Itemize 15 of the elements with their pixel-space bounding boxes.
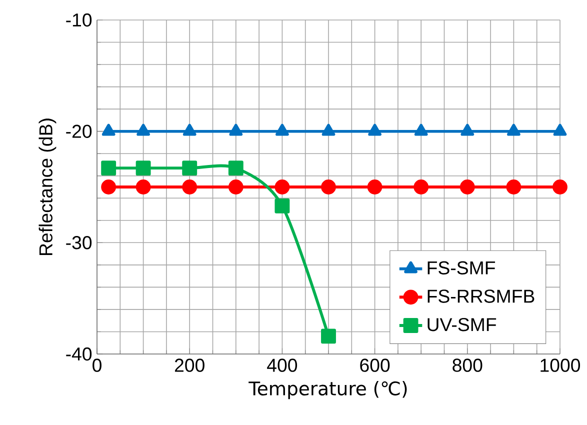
x-axis-title: Temperature (℃) bbox=[248, 381, 407, 400]
x-tick-label: 200 bbox=[174, 358, 204, 372]
x-tick-label: 600 bbox=[360, 358, 390, 372]
y-axis-title: Reflectance (dB) bbox=[38, 118, 56, 255]
y-tick-label: -20 bbox=[66, 124, 92, 138]
y-tick-label: -40 bbox=[66, 347, 92, 361]
x-tick-label: 0 bbox=[92, 358, 102, 372]
y-tick-label: -30 bbox=[66, 236, 92, 250]
x-tick-label: 1000 bbox=[540, 358, 580, 372]
legend-label: UV-SMF bbox=[428, 318, 496, 332]
y-tick-label: -10 bbox=[66, 13, 92, 27]
legend-label: FS-RRSMFB bbox=[428, 290, 534, 303]
legend-label: FS-SMF bbox=[428, 261, 496, 274]
x-tick-label: 800 bbox=[452, 358, 482, 372]
x-tick-label: 400 bbox=[267, 358, 298, 372]
